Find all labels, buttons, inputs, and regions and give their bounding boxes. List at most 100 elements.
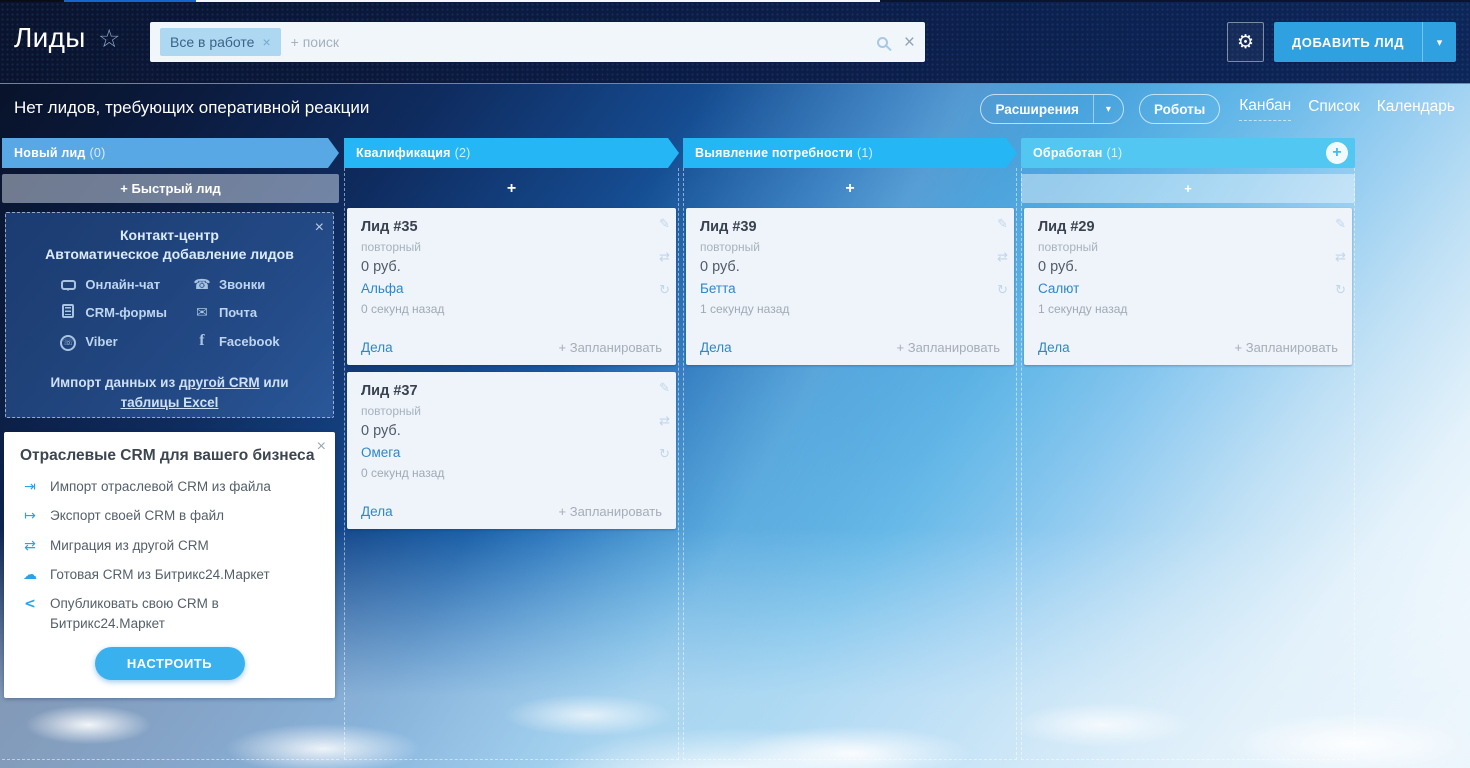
card-amount: 0 руб. (700, 259, 740, 275)
add-lead-button[interactable]: ДОБАВИТЬ ЛИД ▾ (1274, 22, 1456, 62)
tab-calendar[interactable]: Календарь (1376, 97, 1455, 115)
card-title[interactable]: Лид #37 (361, 383, 418, 399)
search-bar[interactable]: Все в работе × × (150, 22, 925, 62)
plan-activity-link[interactable]: + Запланировать (558, 504, 662, 519)
deals-link[interactable]: Дела (700, 340, 732, 355)
move-icon[interactable]: ⇄ (1335, 249, 1346, 264)
add-card-button[interactable]: + (506, 179, 517, 197)
close-icon[interactable]: × (316, 438, 326, 455)
column-header-processed[interactable]: Обработан 1 + (1021, 138, 1355, 168)
add-lead-dropdown[interactable]: ▾ (1422, 22, 1456, 62)
channel-online-chat[interactable]: Онлайн-чат (59, 276, 167, 293)
card-footer: Дела + Запланировать (700, 340, 1000, 355)
gear-icon: ⚙ (1236, 31, 1255, 53)
viber-icon: ☏ (59, 332, 77, 351)
plan-activity-link[interactable]: + Запланировать (896, 340, 1000, 355)
deals-link[interactable]: Дела (1038, 340, 1070, 355)
kanban-column-needs: Выявление потребности 1 + Лид #39 повтор… (683, 138, 1017, 760)
edit-icon[interactable]: ✎ (659, 380, 670, 395)
card-client-link[interactable]: Альфа (361, 281, 404, 296)
channel-facebook[interactable]: f Facebook (193, 332, 279, 351)
edit-icon[interactable]: ✎ (659, 216, 670, 231)
card-hover-icons: ✎ ⇄ ↻ (997, 216, 1008, 298)
add-stage-icon[interactable]: + (1326, 142, 1348, 164)
filter-chip-label: Все в работе (170, 34, 255, 50)
configure-button[interactable]: НАСТРОИТЬ (94, 647, 245, 681)
promo-list: ⇥ Импорт отраслевой CRM из файла ↦ Экспо… (20, 477, 319, 633)
channel-mail[interactable]: ✉ Почта (193, 304, 280, 321)
channel-viber[interactable]: ☏ Viber (59, 332, 167, 351)
card-client-link[interactable]: Омега (361, 445, 401, 460)
add-card-button[interactable]: + (845, 179, 855, 197)
deals-link[interactable]: Дела (361, 340, 393, 355)
refresh-icon[interactable]: ↻ (659, 446, 670, 461)
toolbar-right: Расширения ▾ Роботы Канбан Список Календ… (980, 94, 1455, 124)
column-count: 0 (90, 146, 106, 160)
move-icon[interactable]: ⇄ (997, 249, 1008, 264)
extensions-dropdown[interactable]: ▾ (1092, 95, 1123, 123)
search-clear-icon[interactable]: × (903, 31, 915, 53)
list-item-import[interactable]: ⇥ Импорт отраслевой CRM из файла (20, 477, 319, 497)
card-timestamp: 0 секунд назад (361, 302, 445, 316)
card-title[interactable]: Лид #39 (700, 219, 757, 235)
search-input[interactable] (280, 34, 877, 50)
lead-card-35[interactable]: Лид #35 повторный 0 руб. Альфа 0 секунд … (347, 208, 676, 365)
card-client-link[interactable]: Салют (1038, 281, 1080, 296)
move-icon[interactable]: ⇄ (659, 249, 670, 264)
filter-chip[interactable]: Все в работе × (160, 28, 281, 56)
list-item-market[interactable]: ☁ Готовая CRM из Битрикс24.Маркет (20, 565, 319, 585)
lead-card-29[interactable]: Лид #29 повторный 0 руб. Салют 1 секунду… (1024, 208, 1352, 365)
favorite-star-icon[interactable]: ☆ (98, 25, 121, 53)
refresh-icon[interactable]: ↻ (1335, 282, 1346, 297)
column-header-qualification[interactable]: Квалификация 2 (344, 138, 679, 168)
list-item-export[interactable]: ↦ Экспорт своей CRM в файл (20, 506, 319, 526)
column-header-needs[interactable]: Выявление потребности 1 (683, 138, 1017, 168)
list-item-migration[interactable]: ⇄ Миграция из другой CRM (20, 536, 319, 556)
card-amount: 0 руб. (361, 423, 401, 439)
refresh-icon[interactable]: ↻ (659, 282, 670, 297)
extensions-button[interactable]: Расширения ▾ (980, 94, 1124, 124)
promo-title: Отраслевые CRM для вашего бизнеса (20, 447, 315, 464)
tab-list[interactable]: Список (1308, 97, 1360, 115)
list-item-publish[interactable]: < Опубликовать свою CRM в Битрикс24.Марк… (20, 594, 319, 633)
column-header-new-lead[interactable]: Новый лид 0 (2, 138, 339, 168)
edit-icon[interactable]: ✎ (1335, 216, 1346, 231)
plan-activity-link[interactable]: + Запланировать (558, 340, 662, 355)
contact-center-promo: × Контакт-центр Автоматическое добавлени… (5, 212, 334, 418)
quick-lead-button[interactable]: + Быстрый лид (2, 174, 339, 203)
edit-icon[interactable]: ✎ (997, 216, 1008, 231)
plan-activity-link[interactable]: + Запланировать (1234, 340, 1338, 355)
card-title[interactable]: Лид #35 (361, 219, 418, 235)
refresh-icon[interactable]: ↻ (997, 282, 1008, 297)
form-icon (59, 304, 77, 321)
lead-card-37[interactable]: Лид #37 повторный 0 руб. Омега 0 секунд … (347, 372, 676, 529)
migration-icon: ⇄ (24, 537, 36, 554)
kanban-column-new-lead: Новый лид 0 + Быстрый лид × Контакт-цент… (2, 138, 339, 760)
share-icon: < (24, 596, 36, 613)
card-timestamp: 1 секунду назад (1038, 302, 1128, 316)
card-type: повторный (700, 240, 760, 254)
tab-kanban[interactable]: Канбан (1239, 97, 1292, 121)
card-timestamp: 1 секунду назад (700, 302, 790, 316)
move-icon[interactable]: ⇄ (659, 413, 670, 428)
deals-link[interactable]: Дела (361, 504, 393, 519)
add-lead-label: ДОБАВИТЬ ЛИД (1291, 34, 1405, 50)
channel-calls[interactable]: ☎ Звонки (193, 276, 266, 292)
channel-grid: Онлайн-чат ☎ Звонки CRM-формы ✉ Почта ☏ … (59, 276, 280, 351)
add-card-button[interactable]: + (1021, 174, 1355, 203)
close-icon[interactable]: × (314, 219, 324, 236)
lead-card-39[interactable]: Лид #39 повторный 0 руб. Бетта 1 секунду… (686, 208, 1014, 365)
settings-gear-button[interactable]: ⚙ (1227, 22, 1264, 62)
card-hover-icons: ✎ ⇄ ↻ (659, 380, 670, 462)
card-amount: 0 руб. (1038, 259, 1078, 275)
filter-chip-remove-icon[interactable]: × (262, 34, 271, 50)
page-title: Лиды (14, 22, 86, 53)
search-icon[interactable] (876, 36, 888, 48)
channel-crm-forms[interactable]: CRM-формы (59, 304, 167, 321)
card-title[interactable]: Лид #29 (1038, 219, 1095, 235)
card-client-link[interactable]: Бетта (700, 281, 736, 296)
card-type: повторный (361, 404, 421, 418)
excel-link[interactable]: таблицы Excel (120, 394, 219, 410)
other-crm-link[interactable]: другой CRM (178, 374, 260, 390)
robots-button[interactable]: Роботы (1138, 94, 1221, 124)
